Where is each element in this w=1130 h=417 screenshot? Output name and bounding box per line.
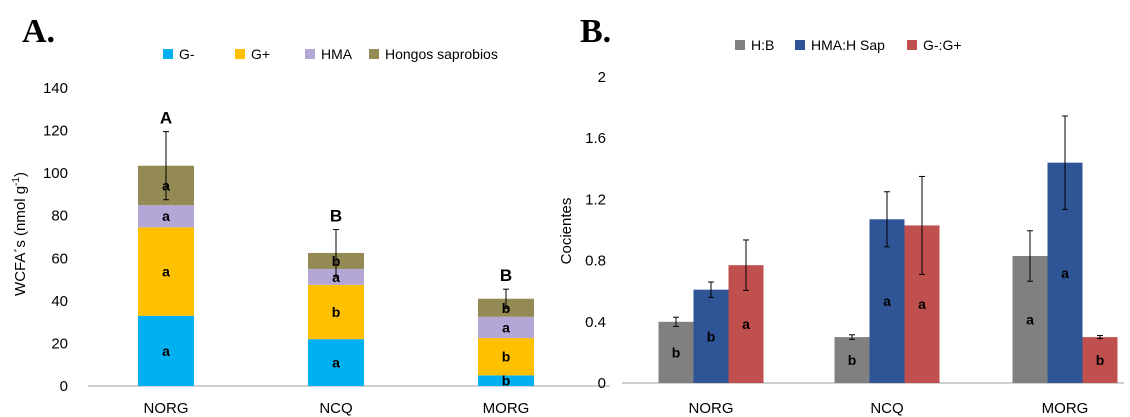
panel-b-bar-letter: b: [848, 352, 857, 368]
panel-b-bar-letter: b: [707, 328, 716, 344]
panel-a-y-tick-label: 40: [51, 293, 68, 310]
panel-a-bar-segment: [138, 205, 194, 228]
panel-a-y-axis-ticks: 0 20 40 60 80 100 120 140: [43, 80, 68, 395]
panel-a-legend-label: G-: [179, 46, 195, 62]
panel-a-bar-segment: [478, 375, 534, 386]
panel-a-legend-label: HMA: [321, 46, 353, 62]
panel-a-legend-label: G+: [251, 46, 270, 62]
panel-a-y-tick-label: 140: [43, 80, 68, 97]
panel-b-category-label: MORG: [1042, 400, 1089, 417]
panel-b-legend-label: H:B: [751, 37, 774, 53]
panel-b-bar-letter: a: [918, 296, 926, 312]
panel-b-bar-letter: a: [883, 293, 891, 309]
panel-b-legend-label: HMA:H Sap: [811, 37, 885, 53]
panel-a-segment-letter: a: [162, 264, 170, 280]
panel-b-y-tick-label: 0: [598, 375, 606, 392]
panel-b-bar: [834, 337, 870, 383]
panel-a-bar-segment: [138, 315, 194, 386]
panel-a-legend-swatch: [305, 49, 315, 59]
panel-b-bar-letter: a: [1026, 312, 1034, 328]
panel-a-category-label: MORG: [483, 400, 530, 417]
panel-a-label: A.: [22, 13, 55, 50]
panel-a-bars: aaaaAababBbbabB: [138, 109, 534, 389]
panel-a-y-tick-label: 60: [51, 250, 68, 267]
panel-b-legend-label: G-:G+: [923, 37, 962, 53]
panel-a-segment-letter: a: [162, 343, 170, 359]
panel-a-bar-segment: [308, 284, 364, 340]
panel-a-segment-letter: b: [502, 349, 511, 365]
panel-b-y-tick-label: 0.4: [585, 314, 606, 331]
panel-b-bars: b b a b a a a a b: [658, 115, 1118, 383]
panel-b-bar-letter: b: [1096, 352, 1105, 368]
panel-a-legend-swatch: [369, 49, 379, 59]
panel-b-y-tick-label: 1.6: [585, 130, 606, 147]
panel-b-bar-letter: a: [742, 316, 750, 332]
panel-a-legend-swatch: [235, 49, 245, 59]
panel-a-y-axis-title: WCFA´s (nmol g-1): [11, 172, 29, 296]
panel-b-category-label: NCQ: [870, 400, 903, 417]
panel-a-y-tick-label: 100: [43, 165, 68, 182]
panel-a-segment-letter: a: [162, 208, 170, 224]
panel-a-group-letter: A: [160, 109, 172, 128]
panel-a-segment-letter: a: [332, 355, 340, 371]
panel-a-legend-swatch: [163, 49, 173, 59]
panel-a-category-label: NORG: [144, 400, 189, 417]
panel-b-y-tick-label: 1.2: [585, 191, 606, 208]
panel-b-legend-swatch: [735, 40, 745, 50]
panel-b-y-tick-label: 2: [598, 69, 606, 86]
panel-a-segment-letter: b: [332, 304, 341, 320]
panel-b-y-axis-title: Cocientes: [558, 198, 575, 265]
panel-b-y-axis-ticks: 0 0.4 0.8 1.2 1.6 2: [585, 69, 606, 392]
panel-b-bar: [1082, 337, 1118, 383]
panel-a-bar-segment: [138, 227, 194, 316]
panel-a-category-label: NCQ: [319, 400, 352, 417]
panel-b-y-tick-label: 0.8: [585, 253, 606, 270]
panel-a-segment-letter: a: [332, 269, 340, 285]
panel-a-y-tick-label: 120: [43, 123, 68, 140]
panel-b-bar: [693, 289, 729, 383]
panel-a-y-tick-label: 20: [51, 335, 68, 352]
panel-a-bar-segment: [308, 339, 364, 386]
panel-a-categories: NORG NCQ MORG: [144, 400, 530, 417]
panel-b-categories: NORG NCQ MORG: [689, 400, 1089, 417]
panel-b-legend-swatch: [795, 40, 805, 50]
panel-a-segment-letter: a: [502, 319, 510, 335]
panel-b-bar: [658, 321, 694, 383]
panel-a-bar-segment: [478, 338, 534, 376]
panel-a-segment-letter: b: [502, 373, 511, 389]
panel-a-bar-segment: [308, 268, 364, 285]
panel-b-legend: H:B HMA:H Sap G-:G+: [735, 37, 962, 53]
panel-b-bar-letter: a: [1061, 265, 1069, 281]
panel-a-legend: G- G+ HMA Hongos saprobios: [163, 46, 498, 62]
panel-a-legend-label: Hongos saprobios: [385, 46, 498, 62]
panel-a-y-tick-label: 80: [51, 208, 68, 225]
panel-b-category-label: NORG: [689, 400, 734, 417]
panel-a-group-letter: B: [330, 207, 342, 226]
panel-b: B. H:B HMA:H Sap G-:G+ 0 0.4 0.8 1.2 1.6 2 Coci…: [558, 13, 1124, 417]
panel-a-group-letter: B: [500, 266, 512, 285]
panel-a-y-tick-label: 0: [60, 378, 68, 395]
panel-b-legend-swatch: [907, 40, 917, 50]
panel-a: A. G- G+ HMA Hongos saprobios 0204060801001…: [11, 13, 610, 417]
panel-b-bar-letter: b: [672, 344, 681, 360]
panel-a-bar-segment: [478, 316, 534, 339]
panel-b-label: B.: [580, 13, 611, 50]
